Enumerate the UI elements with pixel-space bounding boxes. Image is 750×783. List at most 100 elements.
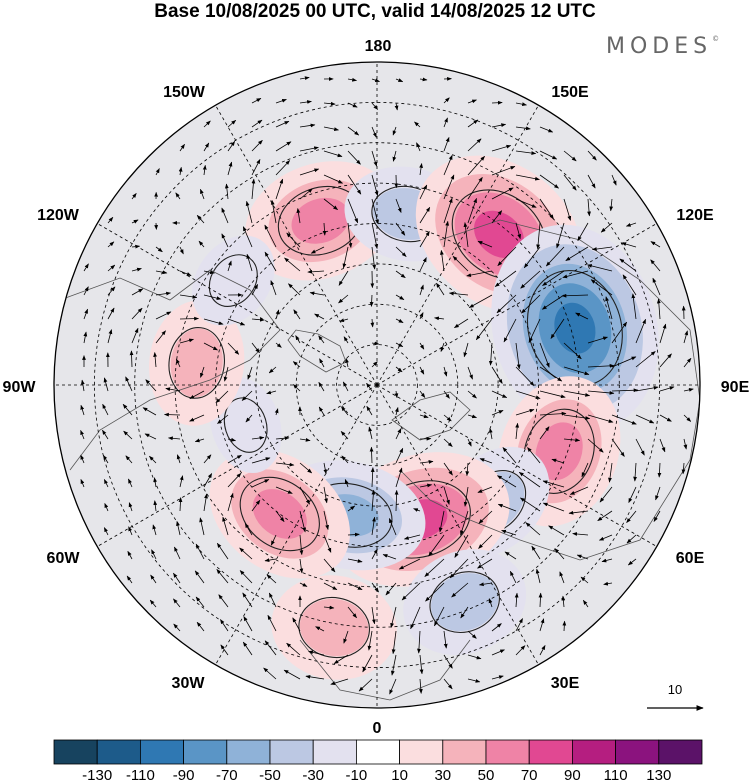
wind-vector bbox=[562, 620, 567, 632]
wind-vector bbox=[542, 270, 565, 286]
wind-vector bbox=[683, 388, 694, 392]
wind-vector bbox=[323, 462, 328, 475]
wind-vector bbox=[275, 462, 295, 467]
wind-vector bbox=[275, 98, 287, 104]
wind-vector bbox=[491, 649, 505, 656]
wind-vector bbox=[227, 260, 232, 272]
wind-vector bbox=[653, 510, 661, 522]
wind-vector bbox=[123, 430, 133, 440]
wind-vector bbox=[443, 117, 448, 128]
wind-vector bbox=[626, 510, 637, 523]
wind-vector bbox=[443, 136, 450, 152]
wind-vector bbox=[443, 654, 453, 669]
wind-vector bbox=[370, 318, 375, 328]
colorbar-swatch bbox=[312, 739, 357, 765]
wind-vector bbox=[518, 471, 541, 488]
wind-vector bbox=[625, 222, 637, 227]
wind-vector bbox=[216, 542, 229, 560]
wind-vector bbox=[203, 473, 213, 488]
wind-vector bbox=[203, 318, 224, 325]
wind-vector bbox=[251, 499, 261, 512]
lon-label-30e: 30E bbox=[551, 675, 580, 692]
wind-vector bbox=[390, 654, 397, 676]
wind-vector bbox=[299, 486, 310, 505]
colorbar-swatch bbox=[615, 739, 660, 765]
wind-vector bbox=[371, 582, 379, 593]
wind-vector bbox=[103, 478, 109, 488]
wind-vector bbox=[251, 178, 256, 200]
wind-vector bbox=[345, 357, 349, 368]
wind-vector bbox=[80, 404, 85, 416]
wind-vector bbox=[467, 390, 477, 399]
wind-vector bbox=[153, 477, 158, 488]
wind-vector bbox=[251, 317, 265, 322]
wind-vector bbox=[443, 462, 453, 476]
lon-label-150e: 150E bbox=[551, 84, 589, 101]
wind-vector bbox=[224, 183, 229, 200]
wind-vector bbox=[122, 403, 133, 416]
wind-vector bbox=[251, 119, 263, 128]
wind-vector bbox=[371, 246, 377, 270]
wind-vector bbox=[164, 412, 181, 417]
wind-vector bbox=[414, 121, 421, 128]
wind-vector bbox=[347, 505, 356, 512]
wind-vector bbox=[515, 390, 541, 400]
wind-vector bbox=[392, 126, 397, 136]
wind-vector bbox=[539, 174, 559, 189]
wind-vector bbox=[401, 582, 421, 601]
wind-vector bbox=[436, 282, 445, 296]
wind-vector bbox=[131, 327, 139, 344]
colorbar-swatch bbox=[226, 739, 271, 765]
wind-vector bbox=[539, 126, 554, 133]
wind-vector bbox=[275, 178, 284, 200]
wind-vector bbox=[216, 569, 229, 584]
wind-vector bbox=[635, 385, 659, 392]
wind-vector bbox=[467, 99, 477, 104]
wind-vector bbox=[569, 486, 589, 495]
wind-vector bbox=[309, 291, 325, 296]
wind-vector bbox=[395, 78, 404, 83]
colorbar-swatch bbox=[528, 739, 573, 765]
wind-vector bbox=[434, 606, 445, 627]
wind-vector bbox=[563, 390, 591, 397]
wind-vector bbox=[504, 551, 517, 560]
colorbar-swatch bbox=[442, 739, 487, 765]
wind-vector bbox=[608, 462, 613, 483]
wind-vector bbox=[659, 438, 666, 453]
wind-vector bbox=[390, 606, 397, 628]
wind-vector bbox=[572, 532, 589, 536]
wind-vector bbox=[179, 316, 199, 321]
wind-vector bbox=[370, 467, 375, 488]
wind-vector bbox=[419, 230, 430, 248]
wind-vector bbox=[103, 377, 109, 392]
wind-vector bbox=[443, 630, 448, 649]
wind-vector bbox=[275, 141, 292, 152]
wind-vector bbox=[395, 294, 405, 300]
wind-vector bbox=[221, 233, 229, 248]
wind-vector bbox=[515, 198, 537, 208]
wind-vector bbox=[515, 126, 531, 131]
wind-vector bbox=[389, 678, 397, 695]
wind-vector bbox=[218, 594, 229, 608]
wind-vector bbox=[609, 198, 614, 212]
wind-vector bbox=[539, 198, 554, 220]
wind-vector bbox=[467, 138, 482, 152]
wind-vector bbox=[635, 414, 655, 424]
wind-vector bbox=[520, 270, 541, 289]
wind-vector bbox=[149, 455, 157, 464]
colorbar-tick-label: -50 bbox=[259, 767, 281, 783]
wind-vector bbox=[80, 429, 85, 440]
wind-vector bbox=[479, 458, 493, 464]
latitude-circle bbox=[174, 182, 580, 588]
wind-vector bbox=[434, 316, 445, 321]
wind-vector bbox=[655, 486, 661, 501]
wind-vector bbox=[347, 198, 359, 224]
wind-vector bbox=[343, 336, 349, 344]
wind-vector bbox=[268, 366, 277, 374]
wind-vector bbox=[227, 472, 242, 488]
wind-vector bbox=[611, 321, 628, 344]
wind-vector bbox=[270, 534, 277, 546]
wind-vector bbox=[251, 342, 260, 354]
wind-vector bbox=[179, 246, 184, 255]
wind-vector bbox=[542, 502, 565, 512]
